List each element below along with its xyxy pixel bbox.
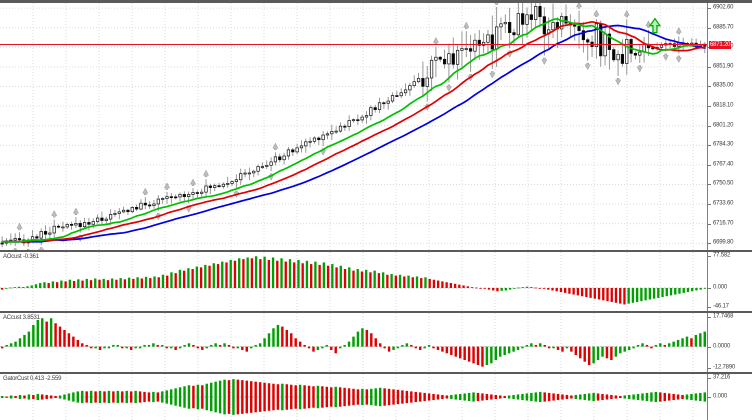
price-candlestick-panel[interactable]: 6902.606885.706868.806851.906835.006818.…	[0, 3, 752, 250]
plot-canvas	[0, 374, 707, 420]
price-plot-area[interactable]	[0, 3, 707, 250]
ao-axis-scale[interactable]: 77.582 0.000 -46.17	[707, 252, 752, 311]
price-tick-label: 6733.60	[713, 200, 734, 207]
grid-lines	[0, 3, 707, 250]
ac-axis-scale[interactable]: 17.7468 0.0000 -12.7890	[707, 313, 752, 372]
ao-plot-area[interactable]	[0, 252, 707, 311]
price-tick-mark	[707, 164, 711, 166]
plot-canvas	[0, 252, 707, 311]
price-tick-label: 6885.70	[713, 24, 734, 31]
histogram-bars	[1, 318, 706, 367]
price-tick-mark	[707, 66, 711, 68]
price-tick-mark	[707, 106, 711, 108]
indicator-tick-label: -12.7890	[713, 364, 736, 371]
price-tick-label: 6851.90	[713, 63, 734, 70]
indicator-tick-label: 0.000	[713, 393, 728, 400]
price-tick-label: 6818.10	[713, 102, 734, 109]
price-tick-mark	[707, 125, 711, 127]
indicator-tick-label: -46.17	[713, 303, 729, 310]
price-tick-label: 6801.20	[713, 122, 734, 129]
price-tick-label: 6902.60	[713, 4, 734, 11]
fractal-arrows	[12, 3, 682, 250]
price-tick-mark	[707, 8, 711, 10]
indicator-tick-label: 0.0000	[713, 343, 731, 350]
ac-indicator-label: ACcust 3.8531	[3, 315, 40, 321]
indicator-tick-mark	[707, 378, 711, 379]
alligator-lips-line	[1, 17, 706, 243]
price-tick-label: 6767.40	[713, 161, 734, 168]
histogram-bars	[0, 256, 707, 305]
price-tick-mark	[707, 243, 711, 245]
gator-plot-area[interactable]	[0, 374, 707, 420]
price-tick-mark	[707, 145, 711, 147]
price-axis-scale[interactable]: 6902.606885.706868.806851.906835.006818.…	[707, 3, 752, 250]
price-tick-label: 6750.50	[713, 180, 734, 187]
plot-canvas	[0, 313, 707, 372]
panel-separator-2	[0, 311, 752, 313]
indicator-tick-mark	[707, 287, 711, 289]
price-tick-label: 6784.30	[713, 141, 734, 148]
indicator-tick-mark	[707, 368, 711, 369]
grid-lines	[32, 313, 694, 372]
window-top-border	[0, 0, 752, 3]
indicator-tick-label: 77.582	[713, 252, 731, 259]
buy-arrow-icon	[648, 17, 662, 34]
accelerator-oscillator-panel[interactable]: ACcust 3.8531 17.7468 0.0000 -12.7890	[0, 313, 752, 372]
gator-axis-scale[interactable]: 37.216 0.000	[707, 374, 752, 420]
indicator-tick-label: 17.7468	[713, 313, 734, 320]
indicator-tick-label: 37.216	[713, 374, 731, 381]
histogram-bars	[1, 379, 706, 415]
gator-oscillator-panel[interactable]: GatorCust 0.413 -2.559 37.216 0.000	[0, 374, 752, 420]
plot-canvas	[0, 3, 707, 250]
price-tick-label: 6716.70	[713, 220, 734, 227]
ac-axis-line	[707, 313, 708, 372]
ao-indicator-label: AOcust -0.361	[3, 254, 39, 260]
price-tick-label: 6699.80	[713, 239, 734, 246]
gator-indicator-label: GatorCust 0.413 -2.559	[3, 376, 62, 382]
panel-separator-3	[0, 372, 752, 374]
awesome-oscillator-panel[interactable]: AOcust -0.361 77.582 0.000 -46.17	[0, 252, 752, 311]
price-tick-mark	[707, 204, 711, 206]
panel-separator-1	[0, 250, 752, 252]
price-tick-mark	[707, 86, 711, 88]
ao-axis-line	[707, 252, 708, 311]
indicator-tick-mark	[707, 317, 711, 318]
indicator-tick-mark	[707, 307, 711, 308]
indicator-tick-label: 0.000	[713, 284, 728, 291]
indicator-tick-mark	[707, 346, 711, 348]
price-tick-label: 6835.00	[713, 82, 734, 89]
indicator-tick-mark	[707, 256, 711, 257]
candlestick-series	[0, 3, 707, 248]
indicator-tick-mark	[707, 397, 711, 398]
price-tick-mark	[707, 184, 711, 186]
ac-plot-area[interactable]	[0, 313, 707, 372]
grid-lines	[32, 252, 694, 311]
alligator-jaw-line	[1, 24, 706, 243]
price-tick-mark	[707, 27, 711, 29]
alligator-teeth-line	[1, 20, 706, 243]
current-price-tag: 6871.20	[709, 40, 732, 49]
price-tick-mark	[707, 223, 711, 225]
